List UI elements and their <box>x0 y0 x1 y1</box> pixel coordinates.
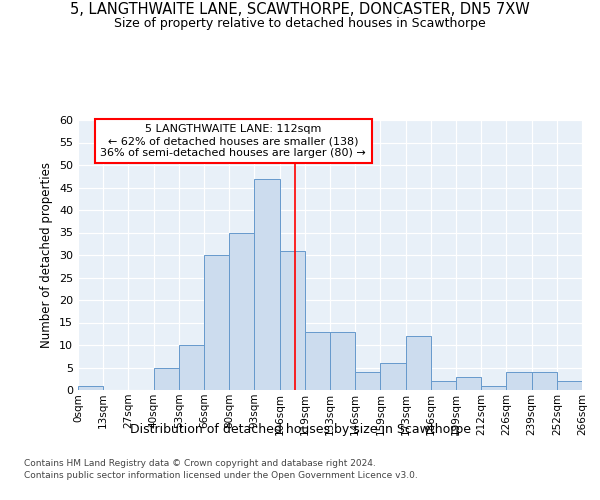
Bar <box>431 381 456 390</box>
Bar <box>229 232 254 390</box>
Bar <box>154 368 179 390</box>
Bar <box>254 178 280 390</box>
Text: 5 LANGTHWAITE LANE: 112sqm
← 62% of detached houses are smaller (138)
36% of sem: 5 LANGTHWAITE LANE: 112sqm ← 62% of deta… <box>100 124 366 158</box>
Bar <box>532 372 557 390</box>
Bar <box>330 332 355 390</box>
Text: 5, LANGTHWAITE LANE, SCAWTHORPE, DONCASTER, DN5 7XW: 5, LANGTHWAITE LANE, SCAWTHORPE, DONCAST… <box>70 2 530 18</box>
Bar <box>481 386 506 390</box>
Text: Distribution of detached houses by size in Scawthorpe: Distribution of detached houses by size … <box>130 422 470 436</box>
Bar <box>305 332 330 390</box>
Bar <box>456 376 481 390</box>
Text: Contains HM Land Registry data © Crown copyright and database right 2024.: Contains HM Land Registry data © Crown c… <box>24 458 376 468</box>
Text: Contains public sector information licensed under the Open Government Licence v3: Contains public sector information licen… <box>24 471 418 480</box>
Text: Size of property relative to detached houses in Scawthorpe: Size of property relative to detached ho… <box>114 18 486 30</box>
Bar <box>280 250 305 390</box>
Bar <box>179 345 204 390</box>
Bar <box>557 381 582 390</box>
Bar <box>406 336 431 390</box>
Bar <box>506 372 532 390</box>
Bar <box>355 372 380 390</box>
Y-axis label: Number of detached properties: Number of detached properties <box>40 162 53 348</box>
Bar <box>204 255 229 390</box>
Bar <box>78 386 103 390</box>
Bar <box>380 363 406 390</box>
